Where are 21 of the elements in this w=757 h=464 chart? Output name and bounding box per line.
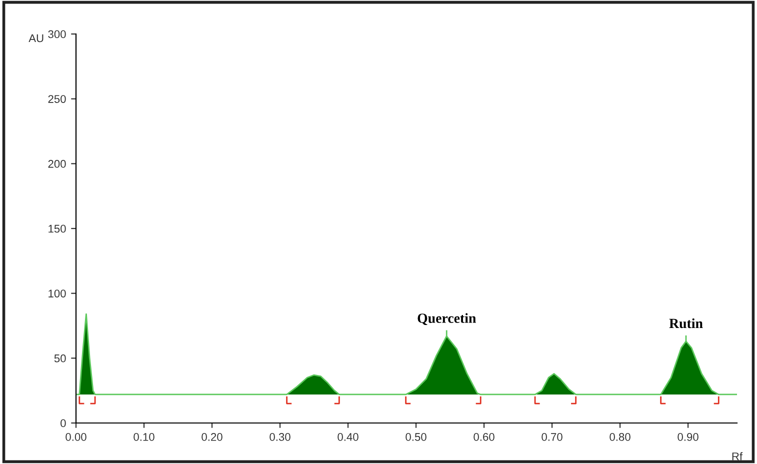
x-tick-label: 0.60 [474,433,494,441]
x-tick-label: 0.40 [338,433,358,441]
x-tick-label: 0.90 [678,433,698,441]
x-tick-label: 0.50 [406,433,426,441]
x-tick-label: 0.30 [270,433,290,441]
x-tick-label: 0.10 [134,433,154,441]
y-tick-label: 200 [48,160,66,168]
x-tick-label: 0.70 [542,433,562,441]
annotation: Rutin [669,318,703,328]
y-tick-label: 150 [48,224,66,233]
annotation: Quercetin [418,313,476,326]
y-tick-label: 50 [54,354,66,362]
y-tick-label: 300 [48,30,66,38]
y-axis-title: AU [28,34,44,42]
x-tick-label: 0.00 [66,433,86,441]
x-axis-title: Rf [732,452,743,460]
x-tick-label: 0.80 [610,433,630,441]
y-tick-label: 100 [48,290,66,298]
y-tick-label: 250 [48,95,66,103]
x-tick-label: 0.20 [202,433,222,441]
y-tick-label: 0 [60,419,66,428]
